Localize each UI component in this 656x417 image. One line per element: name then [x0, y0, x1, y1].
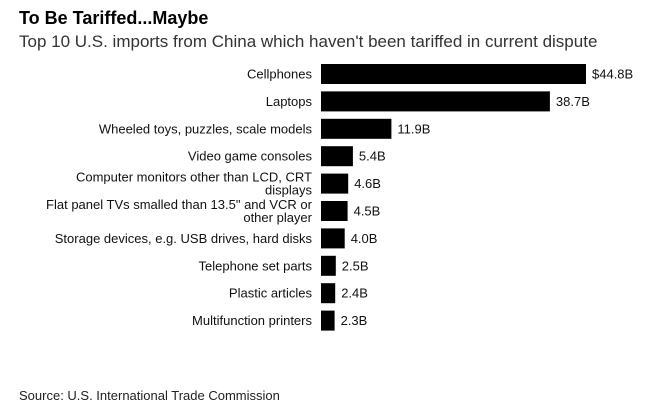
chart-subtitle: Top 10 U.S. imports from China which hav… [19, 32, 598, 51]
category-label-4-line-1: displays [265, 183, 312, 198]
value-label-2: 11.9B [397, 121, 430, 136]
bar-7 [321, 255, 336, 276]
value-label-9: 2.3B [341, 313, 368, 328]
value-label-0: $44.8B [592, 67, 633, 82]
category-label-2: Wheeled toys, puzzles, scale models [99, 121, 313, 136]
source-note: Source: U.S. International Trade Commiss… [19, 388, 280, 403]
bar-4 [321, 173, 349, 194]
value-label-5: 4.5B [354, 204, 381, 219]
category-label-3: Video game consoles [188, 149, 313, 164]
value-label-3: 5.4B [359, 149, 386, 164]
bar-0 [321, 64, 586, 84]
value-label-8: 2.4B [341, 286, 368, 301]
category-label-6: Storage devices, e.g. USB drives, hard d… [55, 231, 313, 246]
category-label-1: Laptops [266, 94, 313, 109]
bar-5 [321, 201, 348, 221]
bar-8 [321, 283, 336, 304]
category-label-9: Multifunction printers [192, 313, 312, 328]
category-label-7: Telephone set parts [199, 258, 313, 273]
category-label-5-line-0: Flat panel TVs smalled than 13.5" and VC… [46, 197, 313, 212]
category-label-4-line-0: Computer monitors other than LCD, CRT [76, 170, 312, 185]
bar-6 [321, 228, 345, 249]
bar-2 [321, 118, 392, 139]
value-label-6: 4.0B [351, 231, 378, 246]
bar-9 [321, 310, 335, 331]
category-label-8: Plastic articles [229, 286, 313, 301]
bar-1 [321, 91, 550, 112]
bar-3 [321, 146, 353, 167]
category-label-5-line-1: other player [243, 210, 312, 225]
value-label-4: 4.6B [354, 176, 381, 191]
value-label-1: 38.7B [556, 94, 590, 109]
value-label-7: 2.5B [342, 258, 369, 273]
category-label-0: Cellphones [247, 67, 313, 82]
chart-title: To Be Tariffed...Maybe [19, 8, 209, 28]
